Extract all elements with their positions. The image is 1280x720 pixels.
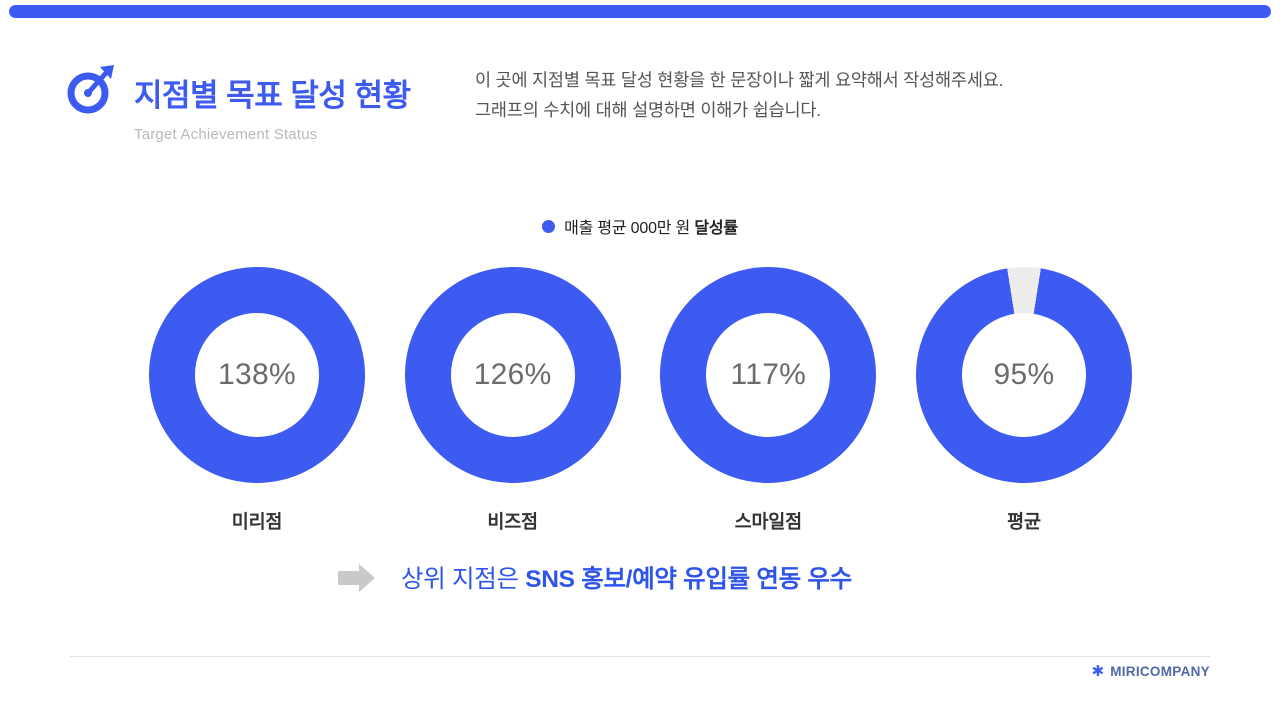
insight-prefix: 상위 지점은 [401, 566, 526, 593]
donut-ring: 138% [149, 267, 365, 483]
page-title: 지점별 목표 달성 현황 [134, 78, 411, 113]
donut-category-label: 미리점 [231, 511, 283, 532]
donut-ring: 95% [915, 267, 1132, 483]
donut-hole: 126% [450, 313, 575, 437]
donut-value-label: 117% [730, 358, 807, 391]
logo-text: MIRICOMPANY [1110, 664, 1210, 679]
right-arrow-icon [338, 563, 375, 592]
company-logo: ✱ MIRICOMPANY [1092, 664, 1210, 679]
description-line-2: 그래프의 수치에 대해 설명하면 이해가 쉽습니다. [475, 99, 821, 120]
donut-hole: 95% [961, 313, 1086, 437]
donut-charts: 138% 미리점 126% 비즈점 117% 스마일점 95% [149, 267, 1132, 534]
page-subtitle: Target Achievement Status [134, 126, 318, 143]
legend-label-bold: 달성률 [694, 220, 738, 237]
donut-chart: 126% 비즈점 [404, 267, 621, 534]
donut-hole: 117% [706, 313, 831, 437]
header: 지점별 목표 달성 현황 Target Achievement Status [134, 70, 411, 143]
target-icon [67, 65, 114, 114]
donut-chart: 138% 미리점 [149, 267, 365, 534]
logo-asterisk-icon: ✱ [1091, 663, 1105, 680]
chart-legend: 매출 평균 000만 원 달성률 [0, 214, 1280, 238]
donut-category-label: 스마일점 [734, 511, 802, 532]
donut-category-label: 평균 [1007, 511, 1041, 532]
description-line-1: 이 곳에 지점별 목표 달성 현황을 한 문장이나 짧게 요약해서 작성해주세요… [475, 70, 1004, 90]
donut-value-label: 138% [218, 358, 296, 391]
insight-emphasis: SNS 홍보/예약 유입률 연동 우수 [525, 566, 852, 593]
legend-label-regular: 매출 평균 000만 원 [564, 220, 695, 237]
insight-text: 상위 지점은 SNS 홍보/예약 유입률 연동 우수 [401, 560, 852, 595]
description-text: 이 곳에 지점별 목표 달성 현황을 한 문장이나 짧게 요약해서 작성해주세요… [475, 66, 1075, 126]
donut-ring: 117% [660, 267, 877, 483]
donut-category-label: 비즈점 [487, 511, 538, 532]
donut-hole: 138% [195, 313, 319, 437]
insight-row: 상위 지점은 SNS 홍보/예약 유입률 연동 우수 [338, 560, 852, 595]
donut-chart: 95% 평균 [915, 267, 1132, 534]
donut-ring: 126% [404, 267, 621, 483]
legend-label: 매출 평균 000만 원 달성률 [564, 214, 738, 238]
footer-divider [70, 656, 1210, 657]
donut-value-label: 95% [993, 358, 1055, 391]
donut-value-label: 126% [473, 358, 552, 391]
top-accent-bar [9, 5, 1271, 18]
legend-dot-icon [542, 219, 556, 233]
donut-chart: 117% 스마일점 [660, 267, 877, 534]
